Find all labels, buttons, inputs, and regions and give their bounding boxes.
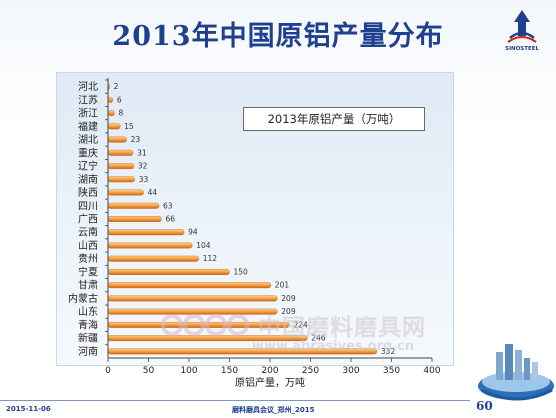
category-label-云南: 云南 [78,226,98,239]
value-label-浙江: 8 [118,109,123,118]
category-label-江苏: 江苏 [78,93,98,106]
value-label-河北: 2 [114,82,119,91]
footer-event: 磨料磨具会议_郑州_2015 [232,406,315,414]
city-globe-decoration [478,344,554,401]
x-tick-label-350: 350 [383,366,400,376]
value-label-山西: 104 [196,241,211,250]
bar-重庆 [107,149,134,156]
watermark-url: www.abrasives.org.cn [252,339,415,354]
value-label-内蒙古: 209 [281,294,296,303]
footer-divider [0,400,470,401]
sinosteel-logo: SINOSTEEL [500,6,544,60]
category-label-广西: 广西 [78,214,98,226]
value-label-福建: 15 [124,122,134,131]
footer-date: 2015-11-06 [6,405,51,413]
bar-辽宁 [107,163,135,169]
bar-广西 [107,216,162,222]
category-label-山西: 山西 [78,240,98,252]
x-tick-label-50: 50 [143,366,155,376]
value-label-新疆: 246 [311,334,326,343]
category-label-内蒙古: 内蒙古 [68,292,98,305]
bar-山西 [107,242,193,249]
x-tick-label-0: 0 [105,366,111,376]
value-label-宁夏: 150 [234,267,249,276]
watermark-text: 中国磨料磨具网 [258,315,426,341]
bar-内蒙古 [107,295,278,302]
bars-layer: 2 6 815 23 31 32 33 44 63 66 94 104 112 150 201 209 209 2… [107,82,396,356]
value-label-甘肃: 201 [275,281,290,290]
value-label-陕西: 44 [148,188,158,197]
category-label-河南: 河南 [78,345,98,358]
value-label-四川: 63 [163,201,173,210]
category-label-新疆: 新疆 [78,332,98,345]
value-label-山东: 209 [281,307,296,316]
page-number: 60 [476,399,493,413]
slide-title: 2013年中国原铝产量分布 [112,21,444,52]
value-label-广西: 66 [165,215,175,224]
category-label-湖南: 湖南 [78,173,98,186]
value-label-云南: 94 [188,228,198,237]
x-axis-title: 原铝产量，万吨 [235,376,305,389]
bar-宁夏 [107,269,230,275]
category-label-福建: 福建 [78,120,98,133]
ticks-layer: 0 50 100 150 200 250 300 350 400 [105,358,441,376]
category-label-甘肃: 甘肃 [78,279,98,292]
category-label-贵州: 贵州 [78,252,98,265]
category-label-四川: 四川 [78,201,98,212]
category-label-山东: 山东 [78,305,98,318]
value-label-青海: 224 [293,320,308,329]
category-label-浙江: 浙江 [78,108,98,120]
category-label-重庆: 重庆 [78,146,98,159]
bar-四川 [107,202,160,209]
category-label-青海: 青海 [78,318,98,331]
category-label-辽宁: 辽宁 [78,160,98,173]
value-label-湖南: 33 [139,175,149,184]
bar-陕西 [107,189,144,196]
category-label-河北: 河北 [78,81,98,93]
category-label-湖北: 湖北 [78,134,98,146]
value-label-江苏: 6 [117,95,122,104]
value-label-重庆: 31 [137,148,147,157]
bar-甘肃 [107,282,272,289]
x-tick-label-250: 250 [302,366,319,376]
bar-贵州 [107,255,199,262]
category-label-宁夏: 宁夏 [78,265,98,278]
value-label-河南: 332 [381,347,396,356]
x-tick-label-400: 400 [423,366,440,376]
value-label-湖北: 23 [131,135,141,144]
category-label-陕西: 陕西 [78,186,98,199]
bar-云南 [107,229,185,236]
bar-浙江 [107,110,115,117]
watermark-logo [161,314,249,336]
x-tick-label-300: 300 [342,366,359,376]
x-tick-label-100: 100 [180,366,197,376]
bar-湖南 [107,176,135,183]
value-label-贵州: 112 [203,254,218,263]
x-tick-label-150: 150 [221,366,238,376]
logo-text: SINOSTEEL [504,46,540,52]
bar-湖北 [107,136,127,143]
bar-江苏 [107,96,114,103]
value-label-辽宁: 32 [138,162,148,171]
categories-layer: 河北江苏浙江福建湖北重庆辽宁湖南陕西四川广西云南山西贵州宁夏甘肃内蒙古山东青海新… [68,79,108,358]
x-tick-label-200: 200 [261,366,278,376]
chart-legend: 2013年原铝产量（万吨） [243,107,425,131]
bar-福建 [107,123,121,130]
